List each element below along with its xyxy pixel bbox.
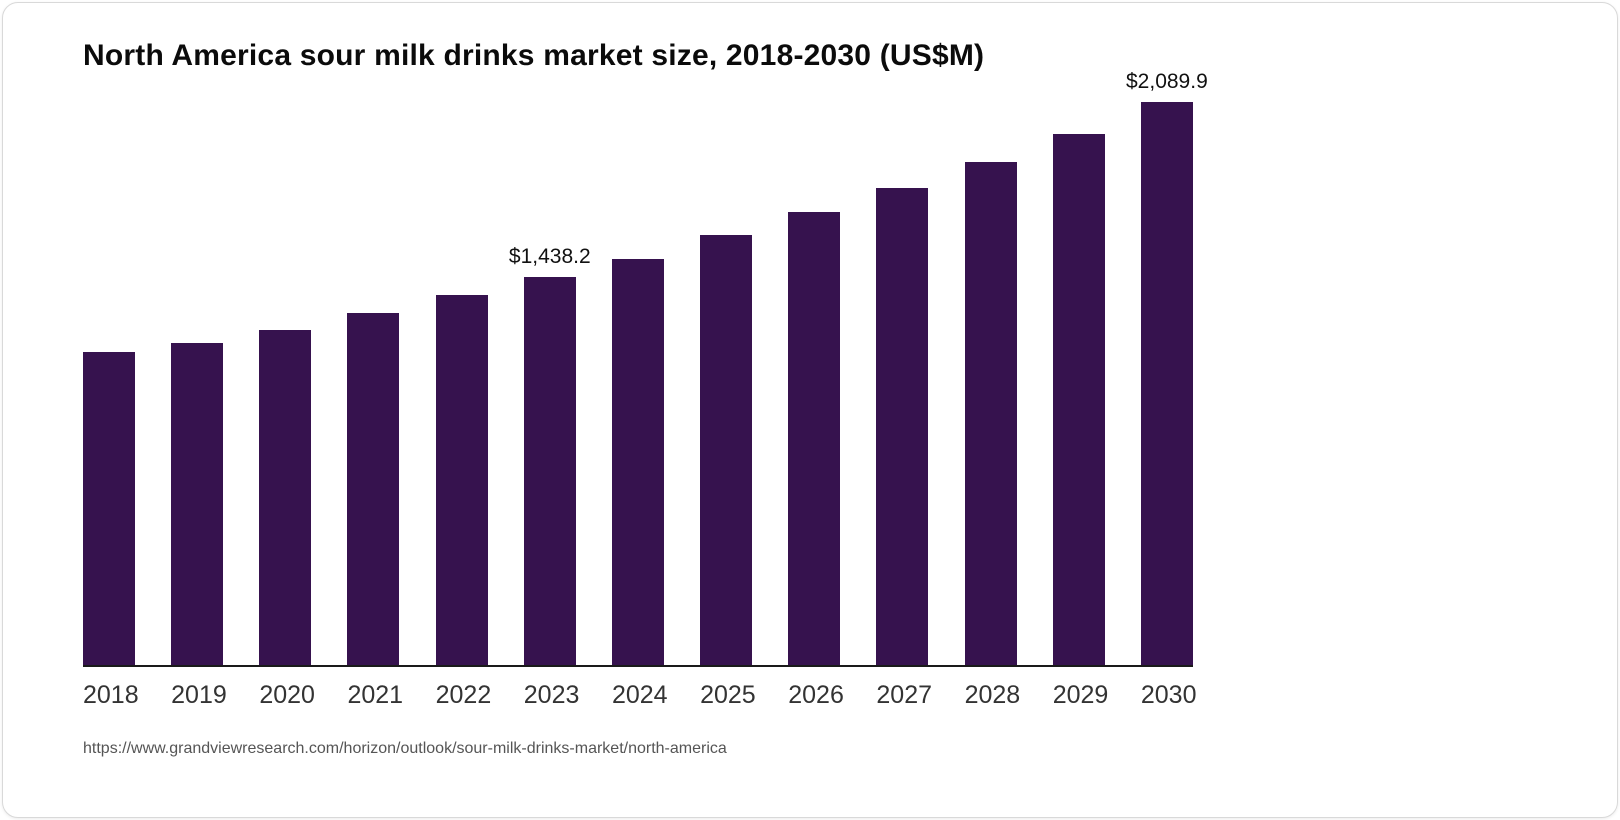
source-url: https://www.grandviewresearch.com/horizo… xyxy=(83,740,727,757)
value-label-2030: $2,089.9 xyxy=(1126,70,1208,93)
bar-column xyxy=(700,95,753,665)
bar-2024 xyxy=(611,259,664,665)
chart-area: $1,438.2 $2,089.9 2018 2019 2020 2021 2022 202… xyxy=(83,70,1208,710)
bar-2021 xyxy=(347,313,400,665)
x-axis-label-2020: 2020 xyxy=(259,681,315,709)
x-axis-label-2028: 2028 xyxy=(964,681,1021,709)
bar-column xyxy=(171,95,224,665)
bar-column xyxy=(611,95,664,665)
bar-2018 xyxy=(83,352,135,665)
x-axis-label-2018: 2018 xyxy=(83,681,139,709)
bar-column xyxy=(259,95,312,665)
bar-plot: $1,438.2 $2,089.9 xyxy=(83,70,1208,667)
x-axis-label-2023: 2023 xyxy=(523,681,580,709)
x-axis-labels: 2018 2019 2020 2021 2022 2023 2024 2025 2026 2027… xyxy=(83,681,1197,710)
x-axis-label-2025: 2025 xyxy=(700,681,756,709)
x-axis-label-2026: 2026 xyxy=(788,681,844,709)
bar-2025 xyxy=(700,235,753,665)
bar-2030 xyxy=(1140,102,1193,665)
bar-2028 xyxy=(964,162,1017,665)
bar-column xyxy=(964,95,1017,665)
x-axis-label-2030: 2030 xyxy=(1140,681,1197,709)
bar-2027 xyxy=(876,188,929,665)
bar-column xyxy=(83,95,135,665)
value-label-2023: $1,438.2 xyxy=(508,245,591,268)
bar-2029 xyxy=(1052,134,1105,665)
x-axis-label-2021: 2021 xyxy=(347,681,404,709)
bar-column xyxy=(435,95,488,665)
bar-column: $1,438.2 xyxy=(509,95,591,665)
bar-column xyxy=(788,95,841,665)
bar-column xyxy=(876,95,929,665)
bar-column xyxy=(1052,95,1105,665)
bar-2022 xyxy=(435,295,488,665)
bar-2026 xyxy=(788,212,841,665)
page-title: North America sour milk drinks market si… xyxy=(83,39,985,72)
x-axis-label-2022: 2022 xyxy=(435,681,492,709)
bar-2019 xyxy=(171,343,224,665)
bar-2023 xyxy=(523,277,576,665)
bar-column: $2,089.9 xyxy=(1126,70,1208,665)
x-axis-label-2024: 2024 xyxy=(611,681,668,709)
x-axis-label-2029: 2029 xyxy=(1052,681,1109,709)
bar-2020 xyxy=(259,330,312,665)
x-axis-label-2027: 2027 xyxy=(876,681,933,709)
x-axis-label-2019: 2019 xyxy=(171,681,227,709)
bar-column xyxy=(347,95,400,665)
